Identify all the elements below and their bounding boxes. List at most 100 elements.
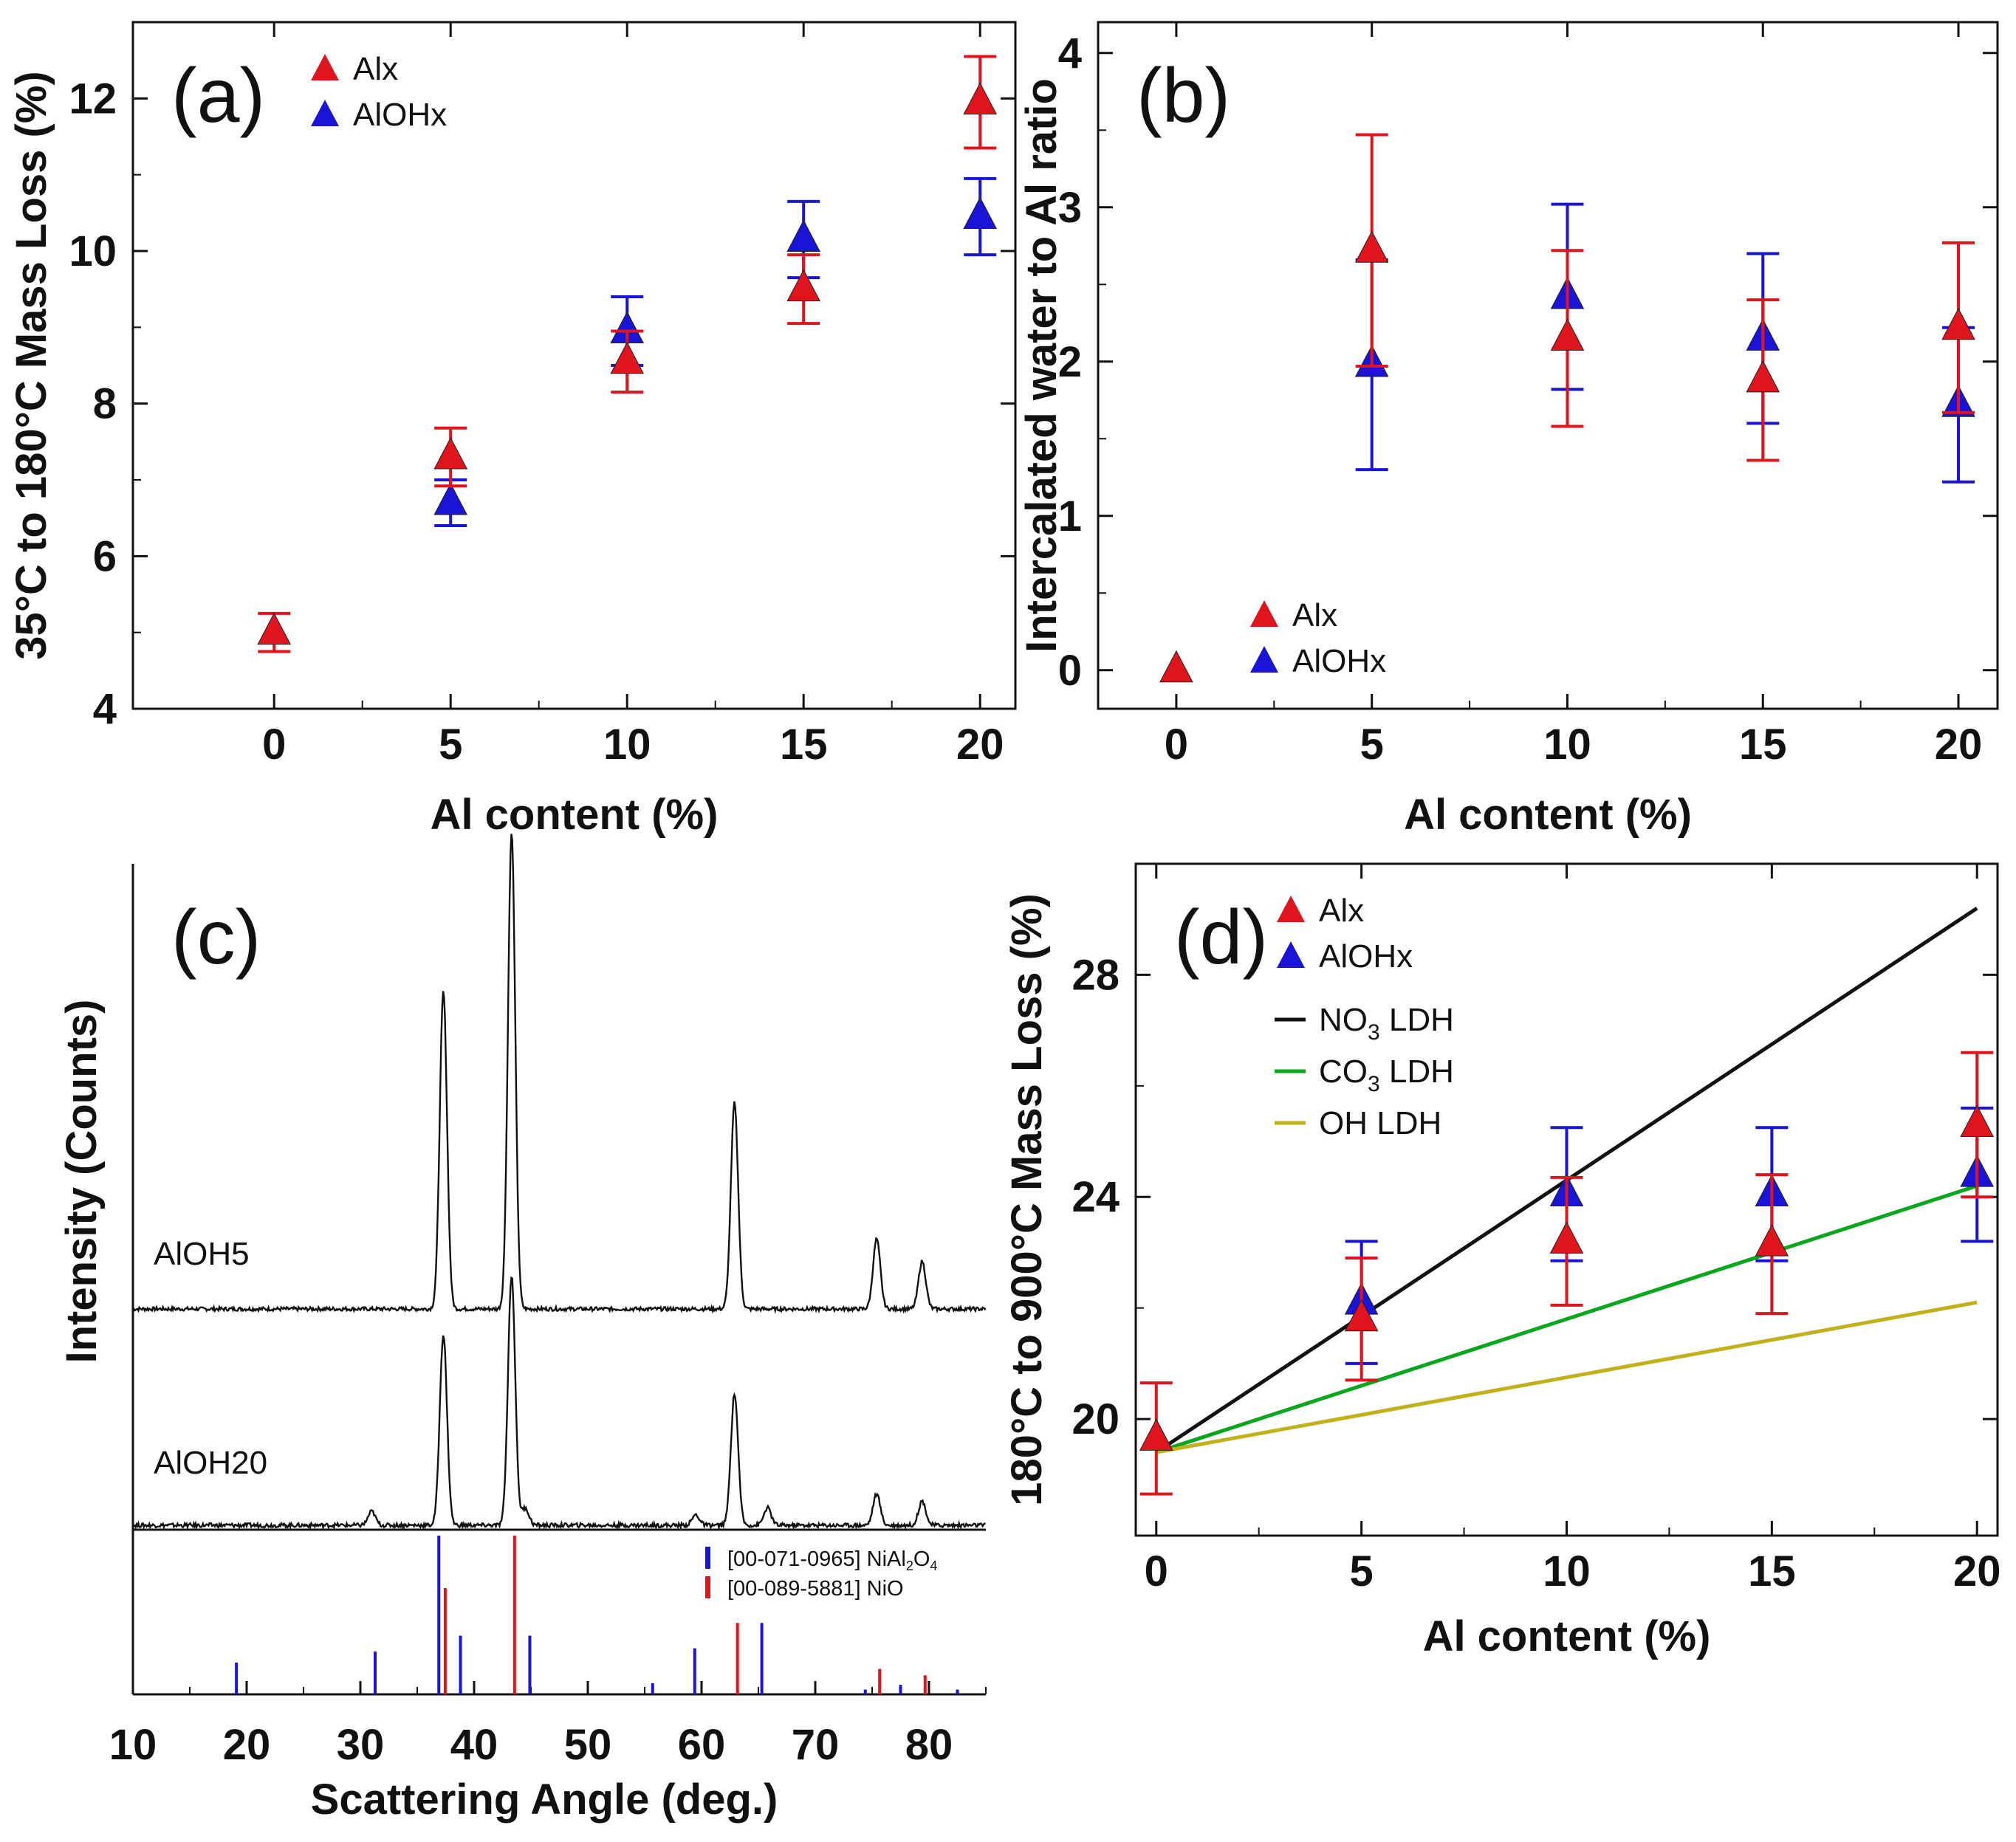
x-tick-label: 50 [564,1721,612,1769]
data-point-alx [1139,1418,1173,1451]
fit-line-oh-ldh [1156,1300,1978,1454]
data-point-alohx [963,196,998,229]
legend-marker [311,100,339,126]
data-point-alx [1755,1224,1789,1257]
x-axis-label: Al content (%) [1404,791,1692,839]
x-tick-label: 30 [337,1721,385,1769]
data-point-alohx [433,482,468,515]
y-tick-label: 28 [1072,951,1120,999]
x-tick-label: 0 [262,721,286,769]
legend-label: Alx [1292,597,1337,633]
y-tick-label: 4 [1058,30,1082,78]
data-point-alx [1746,360,1780,393]
legend-label: Alx [1319,893,1364,929]
x-tick-label: 15 [780,721,828,769]
panel-letter: (c) [171,895,261,980]
y-tick-label: 8 [93,380,117,428]
reference-legend-label: [00-089-5881] NiO [727,1577,904,1601]
data-point-alx [433,436,468,470]
x-tick-label: 10 [603,721,651,769]
reference-legend-swatch [705,1576,710,1598]
legend-label: CO3 LDH [1319,1054,1454,1096]
y-tick-label: 20 [1072,1395,1120,1443]
ref-text: [00-089-5881] NiO [727,1577,904,1601]
legend-label-tail: LDH [1380,1054,1454,1090]
panel-letter: (a) [171,53,265,139]
legend-label: NO3 LDH [1319,1002,1454,1045]
legend-label-main: CO [1319,1054,1368,1090]
data-point-alx [610,341,645,374]
y-tick-label: 2 [1058,338,1082,386]
y-tick-label: 3 [1058,184,1082,232]
xrd-trace-aloh20 [131,1276,986,1531]
ref-text: [00-071-0965] NiAl [727,1547,906,1571]
y-axis-label: 35°C to 180°C Mass Loss (%) [7,71,55,659]
legend-label: AlOHx [1292,643,1386,679]
data-point-alx [1960,1104,1995,1137]
legend-label-sub: 3 [1368,1072,1380,1096]
y-axis-label: 180°C to 900°C Mass Loss (%) [1003,893,1051,1506]
x-tick-label: 80 [905,1721,953,1769]
legend-label-main: NO [1319,1002,1368,1038]
x-axis-label: Al content (%) [431,791,719,839]
y-tick-label: 1 [1058,492,1082,540]
trace-label: AlOH20 [154,1445,267,1481]
trace-label: AlOH5 [154,1236,250,1272]
data-point-alx [1550,318,1585,351]
data-point-alx [1549,1221,1584,1254]
x-tick-label: 5 [1350,1547,1374,1595]
y-axis-label: Intercalated water to Al ratio [1018,78,1066,653]
data-point-alx [1344,1299,1379,1332]
panel-a: 0 5 10 15 20 4 6 8 10 12 Al content (%) 35°C to 180… [7,21,1017,839]
data-point-alohx [786,219,821,252]
panel-letter: (d) [1174,895,1268,980]
ref-sub2: 4 [930,1559,937,1573]
panel-a-frame [131,21,1017,710]
y-tick-label: 10 [69,227,117,275]
x-axis-label: Scattering Angle (deg.) [311,1776,778,1824]
legend-label: OH LDH [1319,1105,1441,1141]
x-tick-label: 0 [1145,1547,1168,1595]
y-tick-label: 4 [93,685,117,733]
reference-legend-swatch [705,1547,710,1569]
legend-marker [1277,896,1305,922]
data-point-alx [1941,307,1975,340]
x-tick-label: 5 [439,721,462,769]
y-tick-label: 6 [93,532,117,580]
x-tick-label: 20 [1953,1547,2001,1595]
x-tick-label: 10 [1543,721,1591,769]
x-axis-label: Al content (%) [1423,1612,1711,1660]
x-tick-label: 5 [1360,721,1384,769]
panel-c: 10 20 30 40 50 60 70 80 AlOH5 AlOH20 [00-071-0965]… [58,834,987,1824]
x-tick-label: 10 [1543,1547,1591,1595]
x-tick-label: 15 [1739,721,1787,769]
legend-marker [1250,600,1278,627]
legend-label: AlOHx [1319,938,1413,975]
ref-text2: O [913,1547,930,1571]
x-tick-label: 10 [109,1721,157,1769]
data-point-alx [963,82,998,114]
data-point-alx [1354,230,1389,263]
x-tick-label: 40 [450,1721,498,1769]
legend-marker [311,54,339,80]
panel-letter: (b) [1136,53,1230,139]
legend-label: AlOHx [353,97,447,133]
xrd-trace-aloh5 [132,834,987,1314]
x-tick-label: 20 [956,721,1004,769]
legend-label-tail: LDH [1380,1002,1454,1038]
legend-label: Alx [353,51,398,87]
y-tick-label: 12 [69,75,117,123]
data-point-alx [786,269,821,302]
x-tick-label: 0 [1165,721,1188,769]
legend-label-sub: 3 [1368,1020,1380,1045]
legend-marker [1277,941,1305,968]
legend-marker [1250,646,1278,673]
data-point-alx [257,612,292,645]
x-tick-label: 20 [223,1721,271,1769]
x-tick-label: 70 [792,1721,840,1769]
data-point-alx [1159,650,1193,683]
ref-sub: 2 [906,1559,913,1573]
y-tick-label: 0 [1058,647,1082,695]
panel-d: 0 5 10 15 20 20 24 28 Al content (%) 180°C to 900… [1003,862,2001,1660]
